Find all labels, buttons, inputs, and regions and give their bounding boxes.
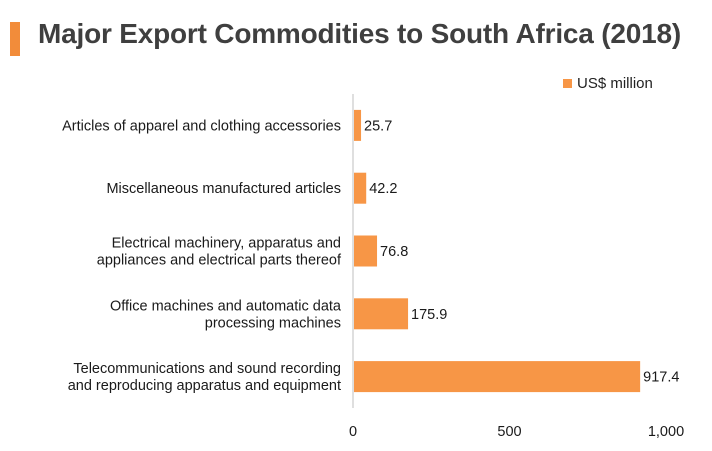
legend-swatch bbox=[563, 79, 572, 88]
bar bbox=[354, 109, 362, 141]
data-label: 76.8 bbox=[380, 244, 408, 260]
title-accent-bar bbox=[10, 22, 20, 56]
chart-title: Major Export Commodities to South Africa… bbox=[38, 18, 681, 49]
bar bbox=[354, 298, 409, 330]
category-label: Electrical machinery, apparatus and bbox=[112, 236, 341, 252]
legend-label: US$ million bbox=[577, 75, 653, 92]
category-label: Office machines and automatic data bbox=[110, 298, 342, 314]
x-tick-label: 0 bbox=[349, 424, 357, 440]
category-label: processing machines bbox=[205, 315, 341, 331]
bar bbox=[354, 361, 641, 393]
data-label: 25.7 bbox=[364, 118, 392, 134]
category-label: Telecommunications and sound recording bbox=[73, 361, 341, 377]
x-tick-label: 1,000 bbox=[648, 424, 684, 440]
data-label: 175.9 bbox=[411, 307, 447, 323]
data-label: 42.2 bbox=[369, 181, 397, 197]
category-label: Miscellaneous manufactured articles bbox=[106, 181, 341, 197]
category-label: appliances and electrical parts thereof bbox=[97, 253, 342, 269]
category-label: Articles of apparel and clothing accesso… bbox=[62, 118, 341, 134]
bar bbox=[354, 235, 378, 267]
bar bbox=[354, 172, 367, 204]
category-label: and reproducing apparatus and equipment bbox=[68, 378, 341, 394]
x-tick-label: 500 bbox=[497, 424, 521, 440]
data-label: 917.4 bbox=[643, 370, 679, 386]
legend: US$ million bbox=[563, 75, 653, 92]
